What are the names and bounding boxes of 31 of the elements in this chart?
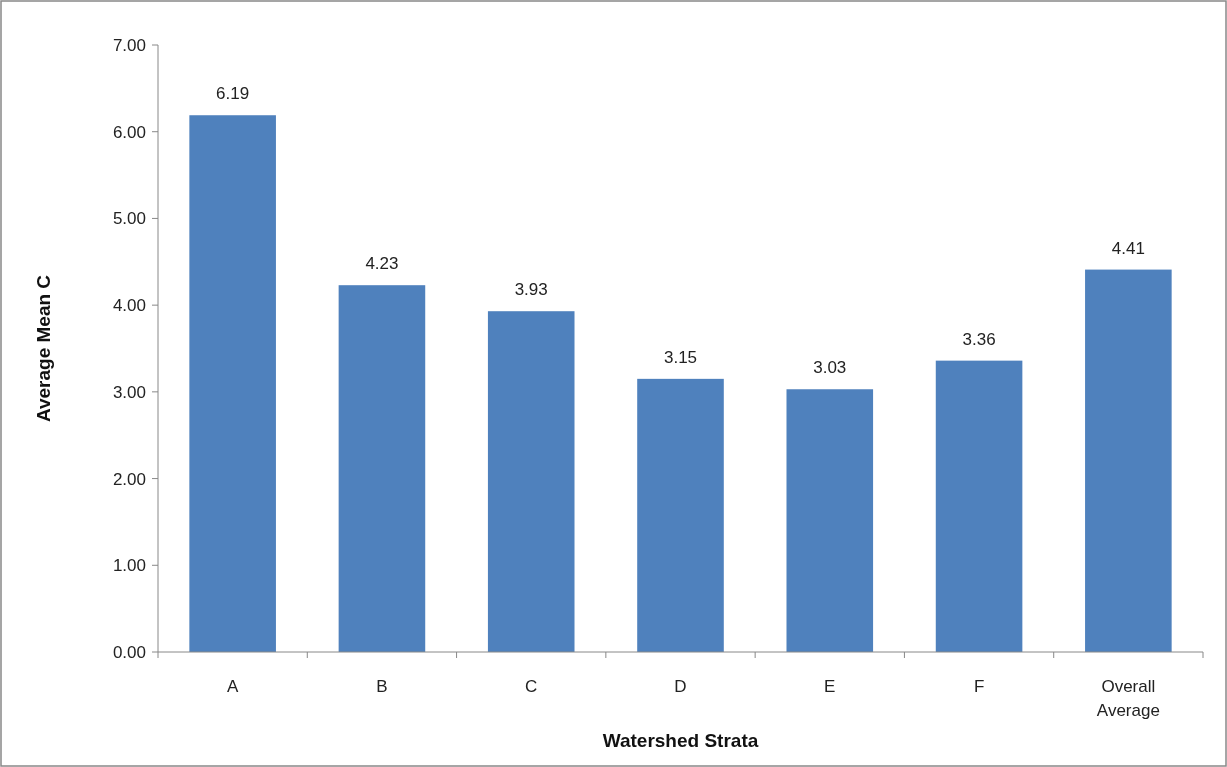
y-tick-label: 5.00 [112,209,146,229]
bar [338,285,426,652]
bar [189,115,276,652]
data-label: 4.23 [365,254,399,274]
bar [637,378,724,652]
y-tick-label: 7.00 [112,35,146,55]
x-tick-label: D [674,677,687,696]
x-axis-title: Watershed Strata [602,730,759,751]
data-label: 3.15 [663,347,698,367]
x-tick-label: F [973,677,985,696]
data-label: 6.19 [216,84,250,104]
y-tick-label: 2.00 [112,469,146,489]
x-tick-label: A [226,677,239,696]
y-axis-title: Average Mean C [33,274,54,423]
y-tick-label: 1.00 [112,556,146,576]
y-tick-label: 3.00 [112,382,146,402]
bar [786,389,874,652]
data-label: 3.03 [813,358,847,378]
y-tick-label: 6.00 [112,122,146,142]
bar [1085,269,1172,652]
data-label: 4.41 [1111,238,1145,258]
x-tick-label: C [525,677,538,696]
y-tick-label: 4.00 [112,296,146,316]
y-tick-label: 0.00 [112,642,146,662]
bar [487,311,575,652]
x-tick-label: Overall Average [1096,677,1160,720]
data-label: 3.93 [514,280,548,300]
x-tick-label: B [376,677,388,696]
bar [935,360,1023,652]
x-tick-label: E [824,677,836,696]
data-label: 3.36 [962,329,996,349]
